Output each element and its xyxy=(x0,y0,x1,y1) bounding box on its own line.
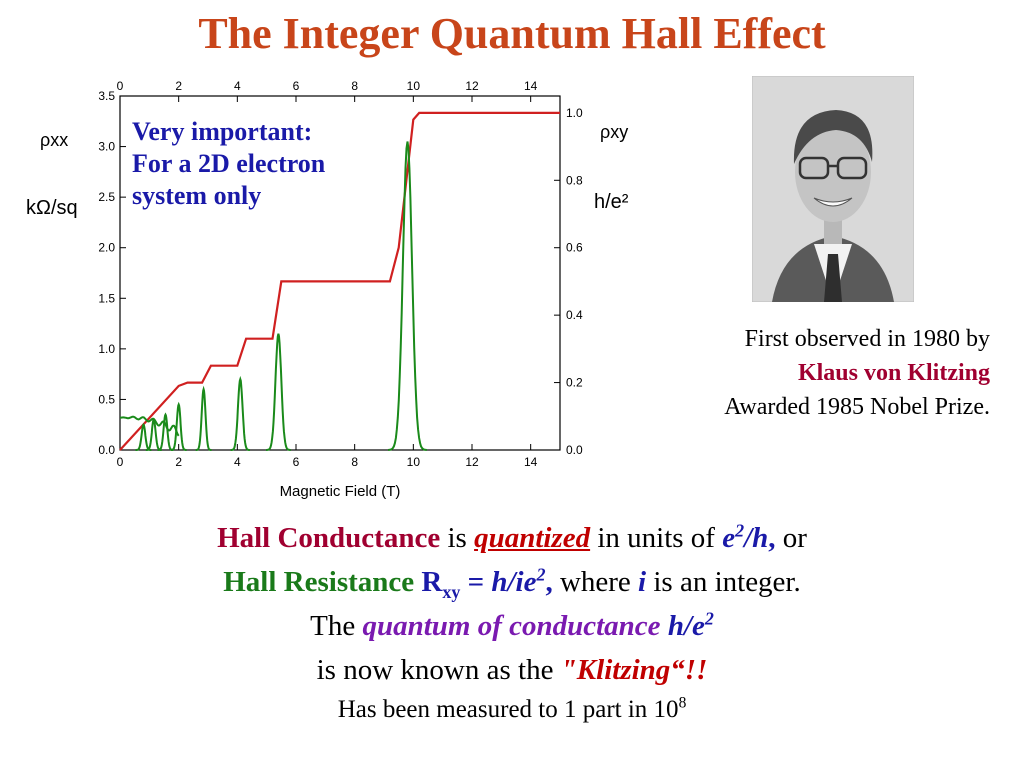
left-axis-label-symbol: ρxx xyxy=(40,130,68,150)
right-tick-label: 1.0 xyxy=(566,106,583,120)
text-fragment: is now known as the xyxy=(316,654,561,686)
slide-title: The Integer Quantum Hall Effect xyxy=(198,9,826,58)
left-tick-label: 3.5 xyxy=(98,89,115,103)
rho-xx-peak-7 xyxy=(388,141,427,451)
rho-xx-peak-6 xyxy=(266,333,291,451)
quantum-of-conductance-term: quantum of conductance xyxy=(362,610,661,642)
right-tick-label: 0.8 xyxy=(566,173,583,187)
rho-xx-peak-2 xyxy=(157,412,174,451)
text-fragment: R xyxy=(414,566,443,598)
text-fragment: Has been measured to 1 part in 10 xyxy=(337,696,679,723)
explanation-line-2: Hall Resistance Rxy = h/ie2, where i is … xyxy=(0,560,1024,604)
text-fragment: h/e xyxy=(667,610,705,642)
text-fragment: = xyxy=(460,566,492,598)
rxy-symbol: Rxy = xyxy=(414,566,492,601)
resistance-formula: h/ie2 xyxy=(491,564,546,598)
text-fragment: e xyxy=(722,522,736,554)
right-tick-label: 0.6 xyxy=(566,241,583,255)
x-tick-label: 10 xyxy=(407,455,421,469)
explanation-text: Hall Conductance is quantized in units o… xyxy=(0,516,1024,728)
text-fragment: in units of xyxy=(590,522,723,554)
credit-line-3: Awarded 1985 Nobel Prize. xyxy=(724,394,990,420)
superscript: 2 xyxy=(735,520,745,541)
left-tick-label: 3.0 xyxy=(98,140,115,154)
x-tick-label-top: 12 xyxy=(465,79,479,93)
hall-conductance-term: Hall Conductance xyxy=(217,522,441,554)
text-fragment: /h xyxy=(744,522,769,554)
left-tick-label: 1.5 xyxy=(98,291,115,305)
klitzing-portrait-photo xyxy=(752,76,914,302)
text-fragment: is xyxy=(440,522,475,554)
left-tick-label: 1.0 xyxy=(98,342,115,356)
discovery-credit: First observed in 1980 by Klaus von Klit… xyxy=(724,322,990,424)
text-fragment: h/ie xyxy=(491,566,537,598)
x-tick-label-top: 10 xyxy=(407,79,421,93)
superscript: 2 xyxy=(704,608,714,629)
x-tick-label-top: 4 xyxy=(234,79,241,93)
klitzing-term: "Klitzing“!! xyxy=(560,654,708,686)
left-tick-label: 2.0 xyxy=(98,241,115,255)
x-tick-label-top: 2 xyxy=(175,79,182,93)
text-fragment: , xyxy=(768,522,776,554)
plot-frame xyxy=(119,95,561,451)
integer-symbol: i xyxy=(638,566,647,598)
x-tick-label: 4 xyxy=(234,455,241,469)
left-tick-label: 0.0 xyxy=(98,443,115,457)
hall-effect-chart: 0 0 2 2 4 4 6 6 8 8 10 10 12 12 14 14 0.0 0.5 1.0 1.5 2.0 2.5… xyxy=(26,79,629,500)
x-tick-label: 2 xyxy=(175,455,182,469)
credit-line-1: First observed in 1980 by xyxy=(744,326,990,352)
x-tick-label-top: 6 xyxy=(293,79,300,93)
superscript: 8 xyxy=(678,694,687,712)
important-note: Very important: For a 2D electron system… xyxy=(132,116,325,212)
text-fragment: , xyxy=(545,566,553,598)
explanation-line-4: is now known as the "Klitzing“!! xyxy=(0,648,1024,692)
right-tick-label: 0.0 xyxy=(566,443,583,457)
text-fragment: where xyxy=(552,566,639,598)
rho-xx-baseline xyxy=(120,415,180,437)
rho-xy-curve xyxy=(119,111,560,451)
conductance-formula: h/e2 xyxy=(667,608,714,642)
x-tick-label: 0 xyxy=(117,455,124,469)
right-axis-label-symbol: ρxy xyxy=(600,122,628,142)
note-line-1: Very important: xyxy=(132,117,313,146)
right-tick-label: 0.4 xyxy=(566,308,583,322)
right-tick-label: 0.2 xyxy=(566,376,583,390)
subscript: xy xyxy=(442,581,461,602)
x-tick-label-top: 0 xyxy=(117,79,124,93)
left-tick-label: 2.5 xyxy=(98,190,115,204)
explanation-line-5: Has been measured to 1 part in 108 xyxy=(0,692,1024,728)
x-tick-label: 12 xyxy=(465,455,479,469)
x-axis-label: Magnetic Field (T) xyxy=(280,483,401,500)
left-tick-label: 0.5 xyxy=(98,392,115,406)
note-line-3: system only xyxy=(132,181,262,210)
x-tick-label: 6 xyxy=(293,455,300,469)
charge-symbol: e2/h xyxy=(722,520,769,554)
hall-resistance-term: Hall Resistance xyxy=(223,566,415,598)
explanation-line-3: The quantum of conductance h/e2 xyxy=(0,604,1024,648)
explanation-line-1: Hall Conductance is quantized in units o… xyxy=(0,516,1024,560)
text-fragment xyxy=(661,610,668,642)
rho-xx-peak-5 xyxy=(230,375,250,451)
quantized-term: quantized xyxy=(474,522,591,554)
note-line-2: For a 2D electron xyxy=(132,149,326,178)
superscript: 2 xyxy=(536,564,546,585)
credit-name: Klaus von Klitzing xyxy=(797,360,990,386)
text-fragment: or xyxy=(775,522,807,554)
left-axis-label-unit: kΩ/sq xyxy=(26,197,78,219)
rho-xx-peak-4 xyxy=(195,385,212,451)
x-tick-label: 14 xyxy=(524,455,538,469)
x-tick-label: 8 xyxy=(351,455,358,469)
text-fragment: is an integer. xyxy=(646,566,801,598)
rho-xx-peak-3 xyxy=(170,401,187,451)
right-axis-label-unit: h/e² xyxy=(594,191,629,213)
x-tick-label-top: 8 xyxy=(351,79,358,93)
x-tick-label-top: 14 xyxy=(524,79,538,93)
text-fragment: The xyxy=(310,610,363,642)
